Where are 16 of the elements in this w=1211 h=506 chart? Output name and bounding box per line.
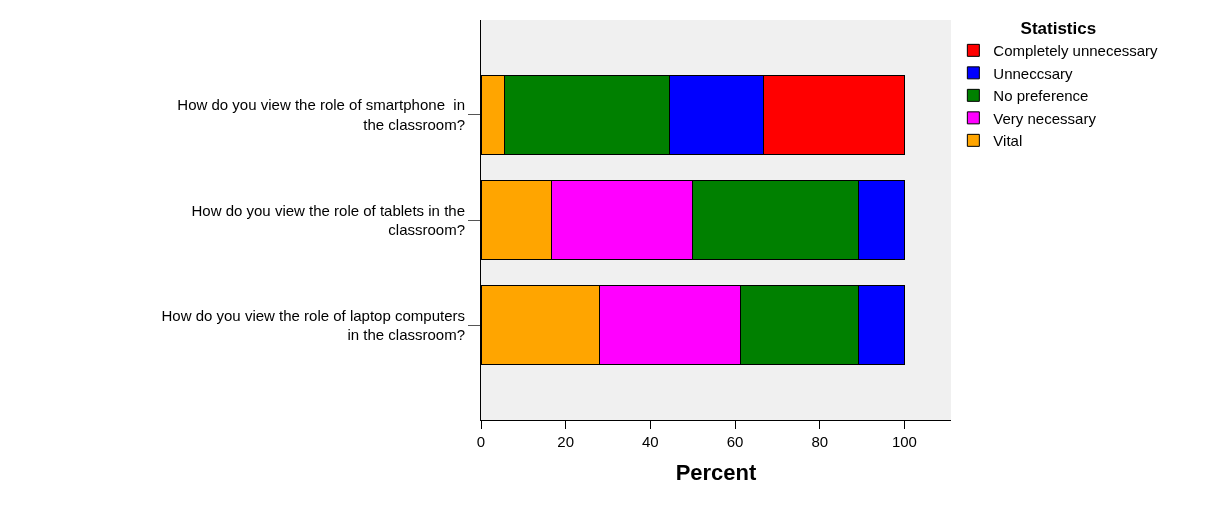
x-tick-label: 40: [642, 433, 659, 450]
x-tick-label: 100: [891, 433, 917, 450]
x-tick-label: 20: [557, 433, 575, 450]
x-tick-label: 0: [476, 433, 486, 450]
legend-label: Vital: [993, 132, 1023, 150]
legend-label: Completely unnecessary: [993, 42, 1159, 60]
x-tick-label: 80: [811, 433, 829, 450]
y-tick-label: How do you view the role of laptop computers in the classroom?: [161, 306, 465, 344]
legend-label: Unneccsary: [993, 64, 1074, 82]
x-axis-title: Percent: [675, 459, 758, 485]
legend-label: No preference: [993, 87, 1089, 105]
x-tick-label: 60: [726, 433, 744, 450]
y-tick-label: How do you view the role of tablets in the classroom?: [191, 201, 465, 238]
legend-label: Very necessary: [993, 109, 1097, 127]
legend-title: Statistics: [1020, 19, 1097, 39]
y-tick-label: How do you view the role of smartphone in the classroom?: [177, 96, 465, 133]
